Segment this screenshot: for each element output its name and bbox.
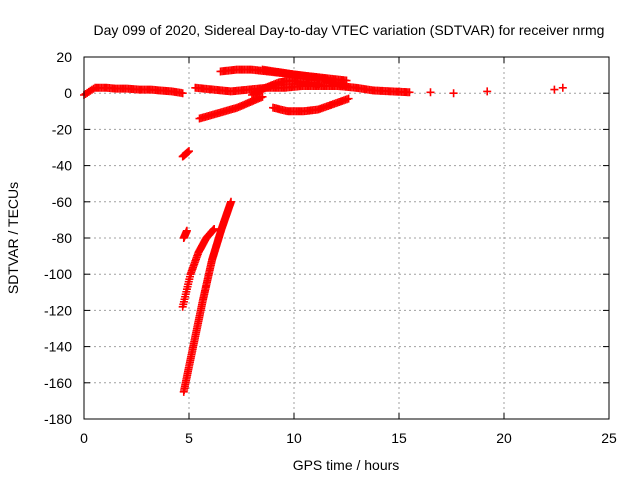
chart-title: Day 099 of 2020, Sidereal Day-to-day VTE… [94,22,605,38]
data-point [342,81,351,90]
y-tick-label: -120 [44,302,72,318]
y-axis-label: SDTVAR / TECUs [5,182,21,294]
data-point [405,88,414,97]
y-tick-label: 20 [56,49,72,65]
axis-ticks: 0 5 10 15 20 25 -180 -160 -140 -120 -100 -80 -60 -40 -… [44,49,617,446]
data-point [182,226,191,235]
data-point [550,85,559,94]
plot-frame [83,56,610,420]
data-point [449,89,458,98]
x-tick-label: 5 [185,430,193,446]
y-tick-label: -40 [52,158,72,174]
data-point [185,147,193,156]
data-point [258,92,267,101]
data-points [80,65,567,396]
x-axis-label: GPS time / hours [293,457,400,473]
y-tick-label: -20 [52,121,72,137]
data-point [426,88,435,97]
y-tick-label: 0 [64,85,72,101]
y-tick-label: -100 [44,266,72,282]
x-tick-label: 20 [496,430,512,446]
y-tick-label: -140 [44,339,72,355]
x-tick-label: 10 [286,430,302,446]
data-point [315,80,324,89]
y-tick-label: -180 [44,411,72,427]
y-tick-label: -80 [52,230,72,246]
x-tick-label: 0 [80,430,88,446]
grid [84,57,609,419]
data-point [178,89,187,98]
y-tick-label: -160 [44,375,72,391]
data-point [344,94,353,103]
x-tick-label: 15 [391,430,407,446]
data-point [227,197,235,206]
data-point [558,83,567,92]
y-tick-label: -60 [52,194,72,210]
data-point [210,224,219,233]
data-point [483,87,492,96]
x-tick-label: 25 [601,430,617,446]
